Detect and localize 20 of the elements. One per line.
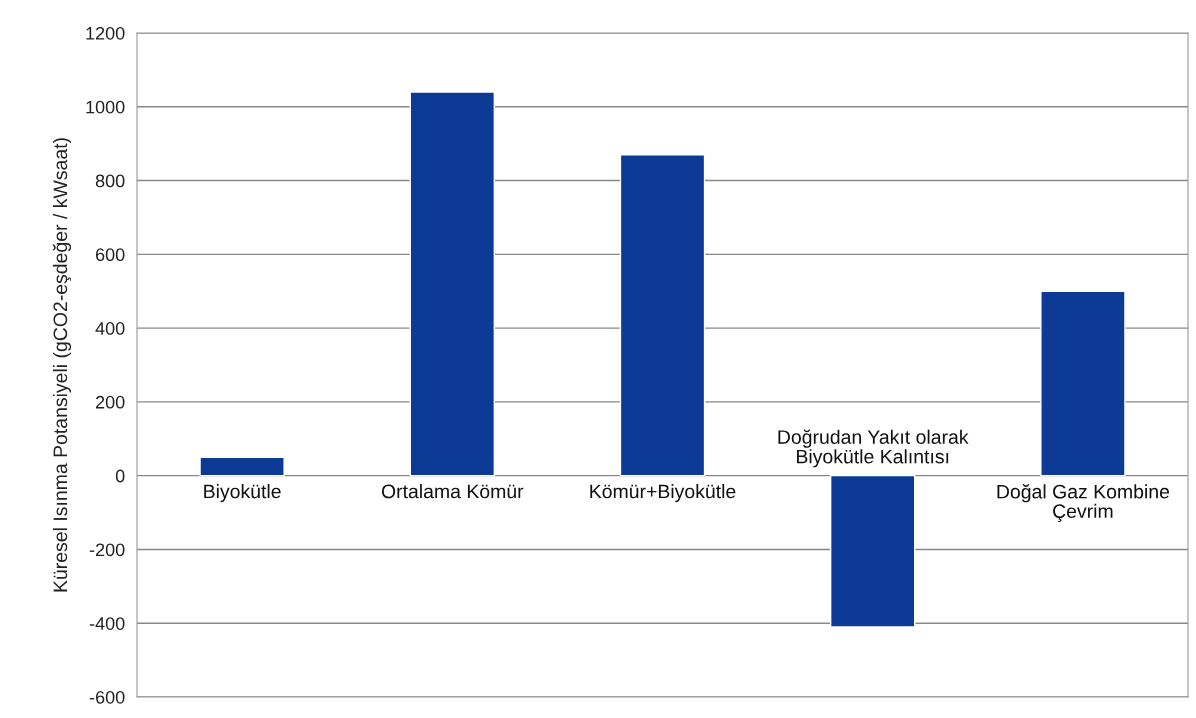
y-tick-label: -400 (89, 617, 125, 630)
bar (1040, 290, 1126, 477)
x-tick-label: Doğal Gaz Kombine Çevrim (997, 484, 1170, 522)
x-tick-label: Kömür+Biyokütle (590, 484, 736, 503)
y-tick-label: 1200 (86, 26, 125, 40)
y-tick-label: 400 (95, 322, 125, 335)
y-tick-label: -200 (89, 543, 125, 557)
x-tick-label: Biyokütle (204, 484, 281, 503)
bar (409, 91, 496, 477)
y-tick-label: 0 (115, 469, 125, 483)
x-tick-label: Ortalama Kömür (381, 484, 524, 499)
y-tick-label: -600 (89, 690, 125, 704)
y-tick-label: 1000 (86, 100, 125, 114)
y-tick-label: 600 (95, 248, 125, 262)
y-tick-label: 800 (95, 174, 125, 188)
y-tick-label: 200 (95, 395, 125, 409)
bar (199, 456, 285, 477)
y-axis-title: Küresel Isınma Potansiyeli (gCO2-eşdeğer / kWsaat) (52, 138, 72, 592)
x-tick-label: Doğrudan Yakıt olarak Biyokütle Kalıntısı (778, 429, 969, 468)
bar (619, 154, 706, 477)
